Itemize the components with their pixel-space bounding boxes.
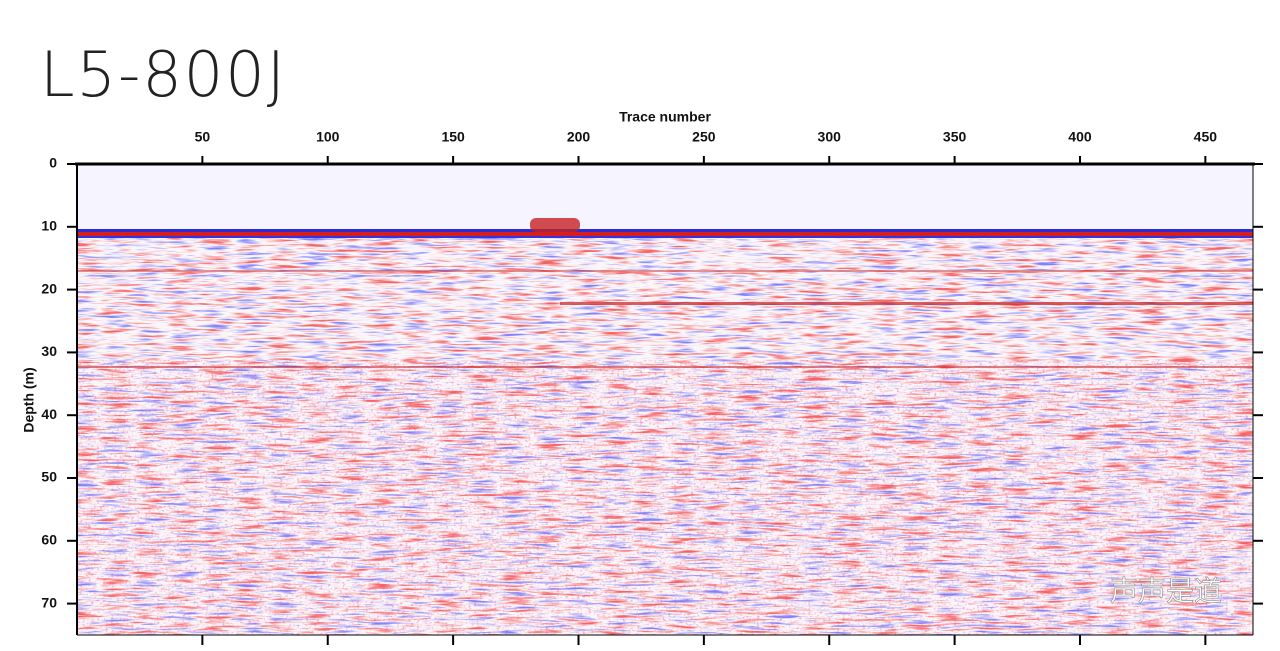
y-tick-label: 10 — [41, 218, 57, 234]
chart-title: L5-800J — [40, 38, 287, 111]
y-tick-label: 0 — [49, 155, 57, 171]
y-tick-label: 20 — [41, 280, 57, 296]
y-tick-label: 30 — [41, 343, 57, 359]
y-tick-label: 50 — [41, 469, 57, 485]
x-tick-label: 250 — [692, 129, 716, 145]
x-tick-label: 150 — [441, 129, 465, 145]
watermark: 声声是道 — [1110, 575, 1222, 606]
y-tick-label: 60 — [41, 532, 57, 548]
x-tick-label: 450 — [1194, 129, 1218, 145]
x-tick-label: 200 — [567, 129, 591, 145]
x-tick-label: 50 — [195, 129, 211, 145]
x-axis-label: Trace number — [619, 109, 711, 125]
x-tick-label: 400 — [1068, 129, 1092, 145]
y-tick-label: 70 — [41, 594, 57, 610]
y-tick-label: 40 — [41, 406, 57, 422]
x-tick-label: 100 — [316, 129, 340, 145]
x-tick-label: 300 — [818, 129, 842, 145]
x-tick-label: 350 — [943, 129, 967, 145]
section-image — [77, 164, 1253, 635]
y-axis-label: Depth (m) — [21, 367, 37, 432]
